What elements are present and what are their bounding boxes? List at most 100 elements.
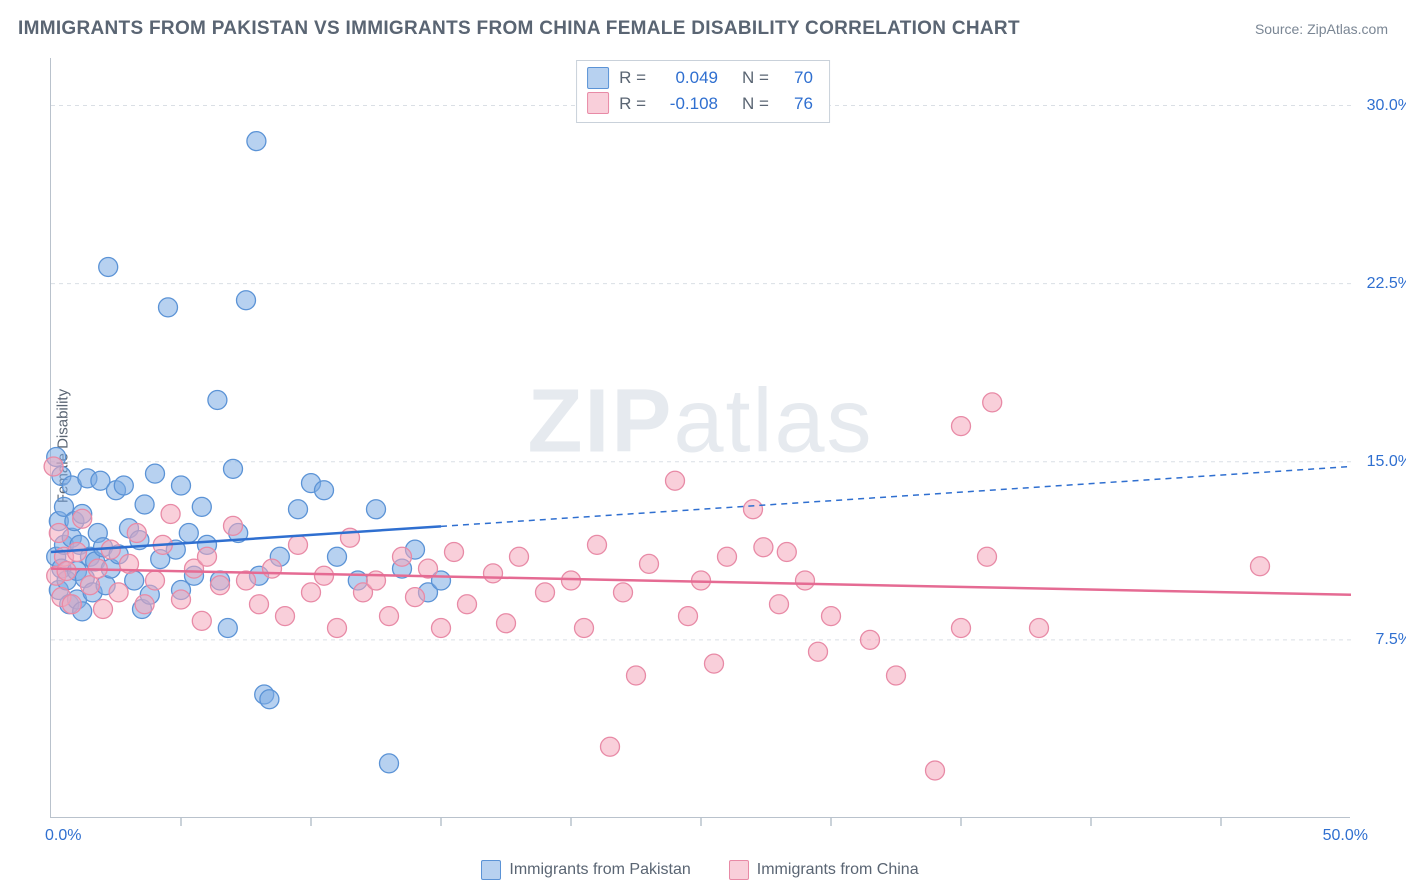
legend-item: Immigrants from Pakistan <box>481 860 690 880</box>
x-min-label: 0.0% <box>45 827 81 845</box>
y-tick-label: 22.5% <box>1367 275 1406 293</box>
legend-swatch <box>587 67 609 89</box>
scatter-point <box>887 666 906 685</box>
scatter-point <box>114 476 133 495</box>
scatter-point <box>406 588 425 607</box>
scatter-point <box>328 619 347 638</box>
scatter-point <box>1251 557 1270 576</box>
scatter-point <box>822 607 841 626</box>
scatter-point <box>588 535 607 554</box>
x-max-label: 50.0% <box>1323 827 1368 845</box>
scatter-point <box>250 595 269 614</box>
scatter-point <box>770 595 789 614</box>
scatter-point <box>861 630 880 649</box>
stats-legend: R =0.049N =70R =-0.108N =76 <box>576 60 830 123</box>
scatter-point <box>640 554 659 573</box>
scatter-point <box>575 619 594 638</box>
scatter-point <box>109 583 128 602</box>
scatter-point <box>679 607 698 626</box>
scatter-point <box>57 562 76 581</box>
scatter-point <box>809 642 828 661</box>
scatter-point <box>159 298 178 317</box>
scatter-point <box>1030 619 1049 638</box>
scatter-point <box>796 571 815 590</box>
scatter-point <box>601 737 620 756</box>
scatter-point <box>224 459 243 478</box>
scatter-point <box>666 471 685 490</box>
trend-line-dashed <box>441 467 1351 527</box>
y-tick-label: 7.5% <box>1376 631 1406 649</box>
scatter-point <box>754 538 773 557</box>
scatter-plot: ZIPatlas 7.5%15.0%22.5%30.0%0.0%50.0% <box>50 58 1350 818</box>
scatter-point <box>393 547 412 566</box>
scatter-point <box>952 417 971 436</box>
scatter-point <box>432 619 451 638</box>
scatter-point <box>445 543 464 562</box>
scatter-point <box>978 547 997 566</box>
scatter-point <box>146 464 165 483</box>
scatter-point <box>458 595 477 614</box>
scatter-point <box>224 516 243 535</box>
legend-label: Immigrants from China <box>757 861 919 879</box>
plot-svg <box>51 58 1351 818</box>
scatter-point <box>302 583 321 602</box>
scatter-point <box>926 761 945 780</box>
legend-swatch <box>587 92 609 114</box>
scatter-point <box>705 654 724 673</box>
y-tick-label: 15.0% <box>1367 453 1406 471</box>
scatter-point <box>380 754 399 773</box>
scatter-point <box>289 500 308 519</box>
scatter-point <box>718 547 737 566</box>
scatter-point <box>627 666 646 685</box>
scatter-point <box>198 547 217 566</box>
scatter-point <box>367 500 386 519</box>
scatter-point <box>983 393 1002 412</box>
legend-item: Immigrants from China <box>729 860 919 880</box>
scatter-point <box>208 391 227 410</box>
scatter-point <box>614 583 633 602</box>
stats-row: R =-0.108N =76 <box>587 91 813 117</box>
scatter-point <box>777 543 796 562</box>
scatter-point <box>260 690 279 709</box>
scatter-point <box>744 500 763 519</box>
scatter-point <box>497 614 516 633</box>
scatter-point <box>179 524 198 543</box>
scatter-point <box>192 611 211 630</box>
scatter-point <box>68 543 87 562</box>
y-tick-label: 30.0% <box>1367 97 1406 115</box>
series-legend: Immigrants from Pakistan Immigrants from … <box>50 860 1350 880</box>
scatter-point <box>62 595 81 614</box>
scatter-point <box>135 495 154 514</box>
legend-label: Immigrants from Pakistan <box>509 861 690 879</box>
scatter-point <box>172 590 191 609</box>
scatter-point <box>192 497 211 516</box>
scatter-point <box>94 600 113 619</box>
scatter-point <box>328 547 347 566</box>
scatter-point <box>952 619 971 638</box>
scatter-point <box>237 291 256 310</box>
scatter-point <box>73 509 92 528</box>
legend-swatch <box>729 860 749 880</box>
scatter-point <box>380 607 399 626</box>
scatter-point <box>211 576 230 595</box>
stats-row: R =0.049N =70 <box>587 65 813 91</box>
scatter-point <box>218 619 237 638</box>
scatter-point <box>263 559 282 578</box>
scatter-point <box>484 564 503 583</box>
legend-swatch <box>481 860 501 880</box>
scatter-point <box>49 524 68 543</box>
source-label: Source: ZipAtlas.com <box>1255 21 1388 37</box>
chart-title: IMMIGRANTS FROM PAKISTAN VS IMMIGRANTS F… <box>18 18 1020 40</box>
scatter-point <box>562 571 581 590</box>
scatter-point <box>127 524 146 543</box>
scatter-point <box>172 476 191 495</box>
scatter-point <box>135 595 154 614</box>
scatter-point <box>161 505 180 524</box>
scatter-point <box>315 481 334 500</box>
scatter-point <box>510 547 529 566</box>
scatter-point <box>99 258 118 277</box>
scatter-point <box>247 132 266 151</box>
scatter-point <box>315 566 334 585</box>
scatter-point <box>536 583 555 602</box>
scatter-point <box>276 607 295 626</box>
